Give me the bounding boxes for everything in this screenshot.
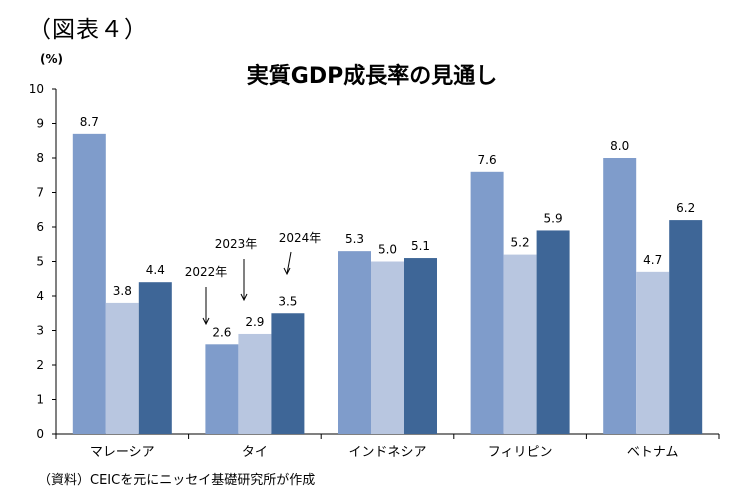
bar [238,333,272,434]
bar-value-label: 8.0 [610,139,629,153]
data-labels: 8.7 3.8 4.4 2.6 2.9 3.5 5.3 5.0 5.1 7.6 5.2 5.9 8.0 4… [80,115,695,339]
bar-value-label: 7.6 [478,153,497,167]
y-tick-label: 8 [36,151,44,165]
x-category-label: インドネシア [348,445,426,460]
y-tick-label: 6 [36,220,44,234]
y-axis-unit-label: (%) [40,52,63,66]
source-note: （資料）CEICを元にニッセイ基礎研究所が作成 [38,473,316,488]
bar [404,258,437,434]
bar [371,261,404,434]
bar [72,133,106,434]
bar [536,230,570,434]
bar [669,220,703,434]
bar-value-label: 3.8 [113,284,132,298]
x-category-label: タイ [242,445,268,460]
bar [205,344,239,434]
chart-title: 実質GDP成長率の見通し [246,64,498,89]
bar-value-label: 5.2 [511,236,530,250]
y-tick-label: 2 [36,358,44,372]
x-category-label: マレーシア [90,445,155,460]
bar-value-label: 4.4 [146,263,165,277]
bar [603,158,637,434]
bar [338,251,371,434]
series-annotations: 2022年 2023年 2024年 [185,231,322,326]
y-tick-label: 0 [36,427,44,441]
series-annotation-label: 2022年 [185,265,228,279]
annotation-arrow-line [286,251,292,275]
bar-value-label: 3.5 [278,294,297,308]
figure-label: （図表４） [28,17,148,43]
y-tick-label: 10 [29,82,44,96]
bar [138,282,172,434]
y-tick-label: 5 [36,255,44,269]
bar [503,254,537,434]
bar-value-label: 8.7 [80,115,99,129]
bar-value-label: 2.6 [212,325,231,339]
annotation-arrowhead [283,267,291,276]
bar [271,313,305,434]
y-tick-label: 7 [36,186,44,200]
bar [636,271,670,434]
bar-value-label: 5.0 [378,243,397,257]
series-annotation-label: 2023年 [215,237,258,251]
bar-value-label: 2.9 [245,315,264,329]
bar-value-label: 5.3 [345,232,364,246]
y-tick-label: 4 [36,289,44,303]
bar [105,302,139,434]
x-category-label: ベトナム [627,445,679,460]
y-tick-label: 1 [36,393,44,407]
x-category-label: フィリピン [488,445,553,460]
series-annotation-label: 2024年 [279,231,322,245]
bar-value-label: 5.9 [544,211,563,225]
annotation-arrowhead [240,293,248,302]
bar-value-label: 4.7 [643,253,662,267]
bar-value-label: 5.1 [411,239,430,253]
annotation-arrowhead [202,317,210,326]
bar [470,171,504,435]
y-tick-label: 3 [36,324,44,338]
axes: 0 1 2 3 4 5 6 7 8 9 10 マレーシア タイ インドネシア フィリピン ベトナム [29,82,720,460]
y-tick-label: 9 [36,117,44,131]
bars [72,133,703,435]
bar-value-label: 6.2 [676,201,695,215]
